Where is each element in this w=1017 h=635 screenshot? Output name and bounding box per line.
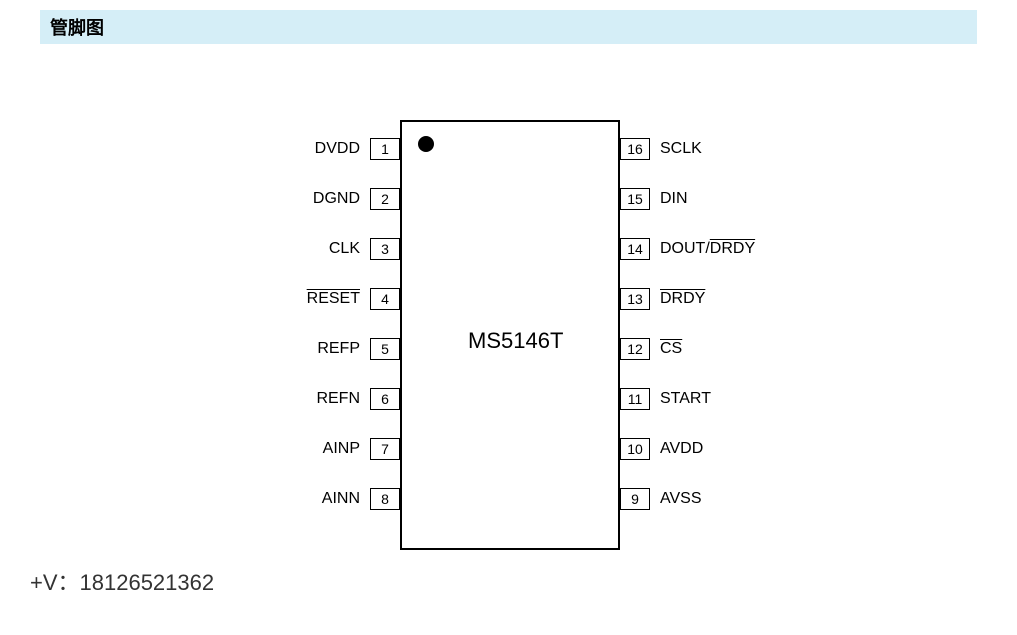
pin-label-15: DIN <box>660 189 688 209</box>
pin-box-12: 12 <box>620 338 650 360</box>
pin-label-11: START <box>660 389 711 409</box>
pin-label-5: REFP <box>317 339 360 359</box>
pin-box-6: 6 <box>370 388 400 410</box>
pin-box-5: 5 <box>370 338 400 360</box>
contact-text: +V：18126521362 <box>30 565 214 597</box>
pin-label-2: DGND <box>313 189 360 209</box>
pin-label-16: SCLK <box>660 139 702 159</box>
pin-label-10: AVDD <box>660 439 703 459</box>
pin-box-1: 1 <box>370 138 400 160</box>
chip-name: MS5146T <box>468 328 563 354</box>
pin-box-7: 7 <box>370 438 400 460</box>
pin-label-13: DRDY <box>660 289 705 309</box>
pin-label-3: CLK <box>329 239 360 259</box>
pin-label-8: AINN <box>322 489 360 509</box>
pin-box-8: 8 <box>370 488 400 510</box>
pin-label-12: CS <box>660 339 682 359</box>
pin-box-2: 2 <box>370 188 400 210</box>
pin-label-4: RESET <box>307 289 360 309</box>
pin-label-1: DVDD <box>315 139 360 159</box>
pin-box-3: 3 <box>370 238 400 260</box>
pin-box-4: 4 <box>370 288 400 310</box>
pin-box-9: 9 <box>620 488 650 510</box>
pin-box-15: 15 <box>620 188 650 210</box>
pin-box-14: 14 <box>620 238 650 260</box>
section-title: 管脚图 <box>40 10 977 44</box>
pin-label-14: DOUT/DRDY <box>660 239 755 259</box>
pin-box-16: 16 <box>620 138 650 160</box>
pin1-indicator-dot <box>418 136 434 152</box>
pin-label-9: AVSS <box>660 489 702 509</box>
pin-label-6: REFN <box>316 389 360 409</box>
pinout-diagram: MS5146T 1DVDD2DGND3CLK4RESET5REFP6REFN7A… <box>0 70 1017 590</box>
pin-box-13: 13 <box>620 288 650 310</box>
pin-box-11: 11 <box>620 388 650 410</box>
pin-box-10: 10 <box>620 438 650 460</box>
pin-label-7: AINP <box>323 439 360 459</box>
